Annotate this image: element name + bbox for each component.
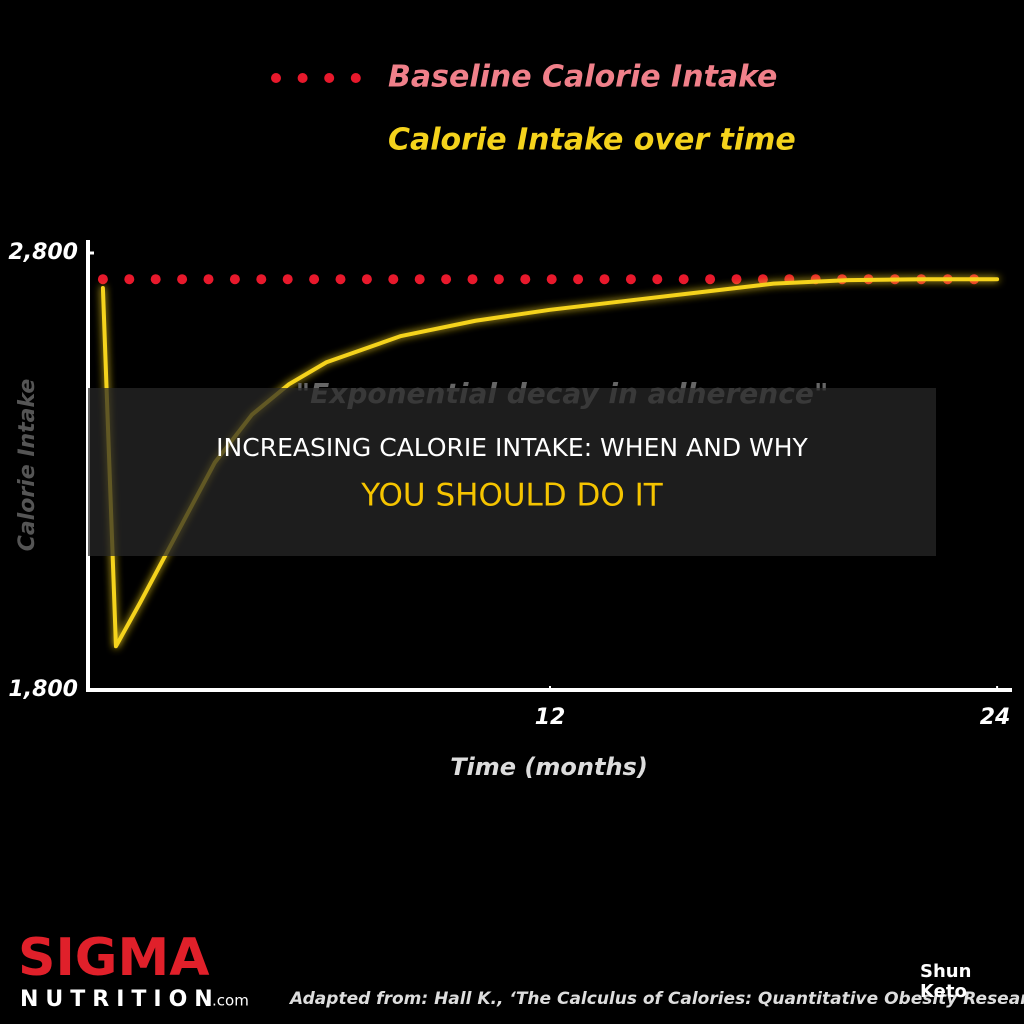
- banner-title: INCREASING CALORIE INTAKE: WHEN AND WHY: [216, 433, 808, 462]
- legend-label: Baseline Calorie Intake: [388, 60, 777, 95]
- logo-sub: NUTRITION: [20, 987, 220, 1012]
- x-tick-label: 24: [980, 705, 1011, 730]
- logo-domain: .com: [212, 992, 249, 1010]
- y-tick-label: 1,800: [8, 677, 78, 702]
- watermark: Keto: [920, 981, 967, 1002]
- y-axis-label: Calorie Intake: [15, 379, 40, 552]
- logo-brand: SIGMA: [18, 928, 209, 988]
- legend-label: Calorie Intake over time: [388, 123, 796, 158]
- watermark: Shun: [920, 961, 971, 982]
- source: Adapted from: Hall K., ‘The Calculus of …: [288, 989, 1024, 1009]
- banner-title: YOU SHOULD DO IT: [360, 478, 664, 514]
- x-tick-label: 12: [535, 705, 566, 730]
- x-axis-label: Time (months): [450, 753, 648, 781]
- y-tick-label: 2,800: [8, 240, 78, 265]
- banner-band: [88, 388, 936, 556]
